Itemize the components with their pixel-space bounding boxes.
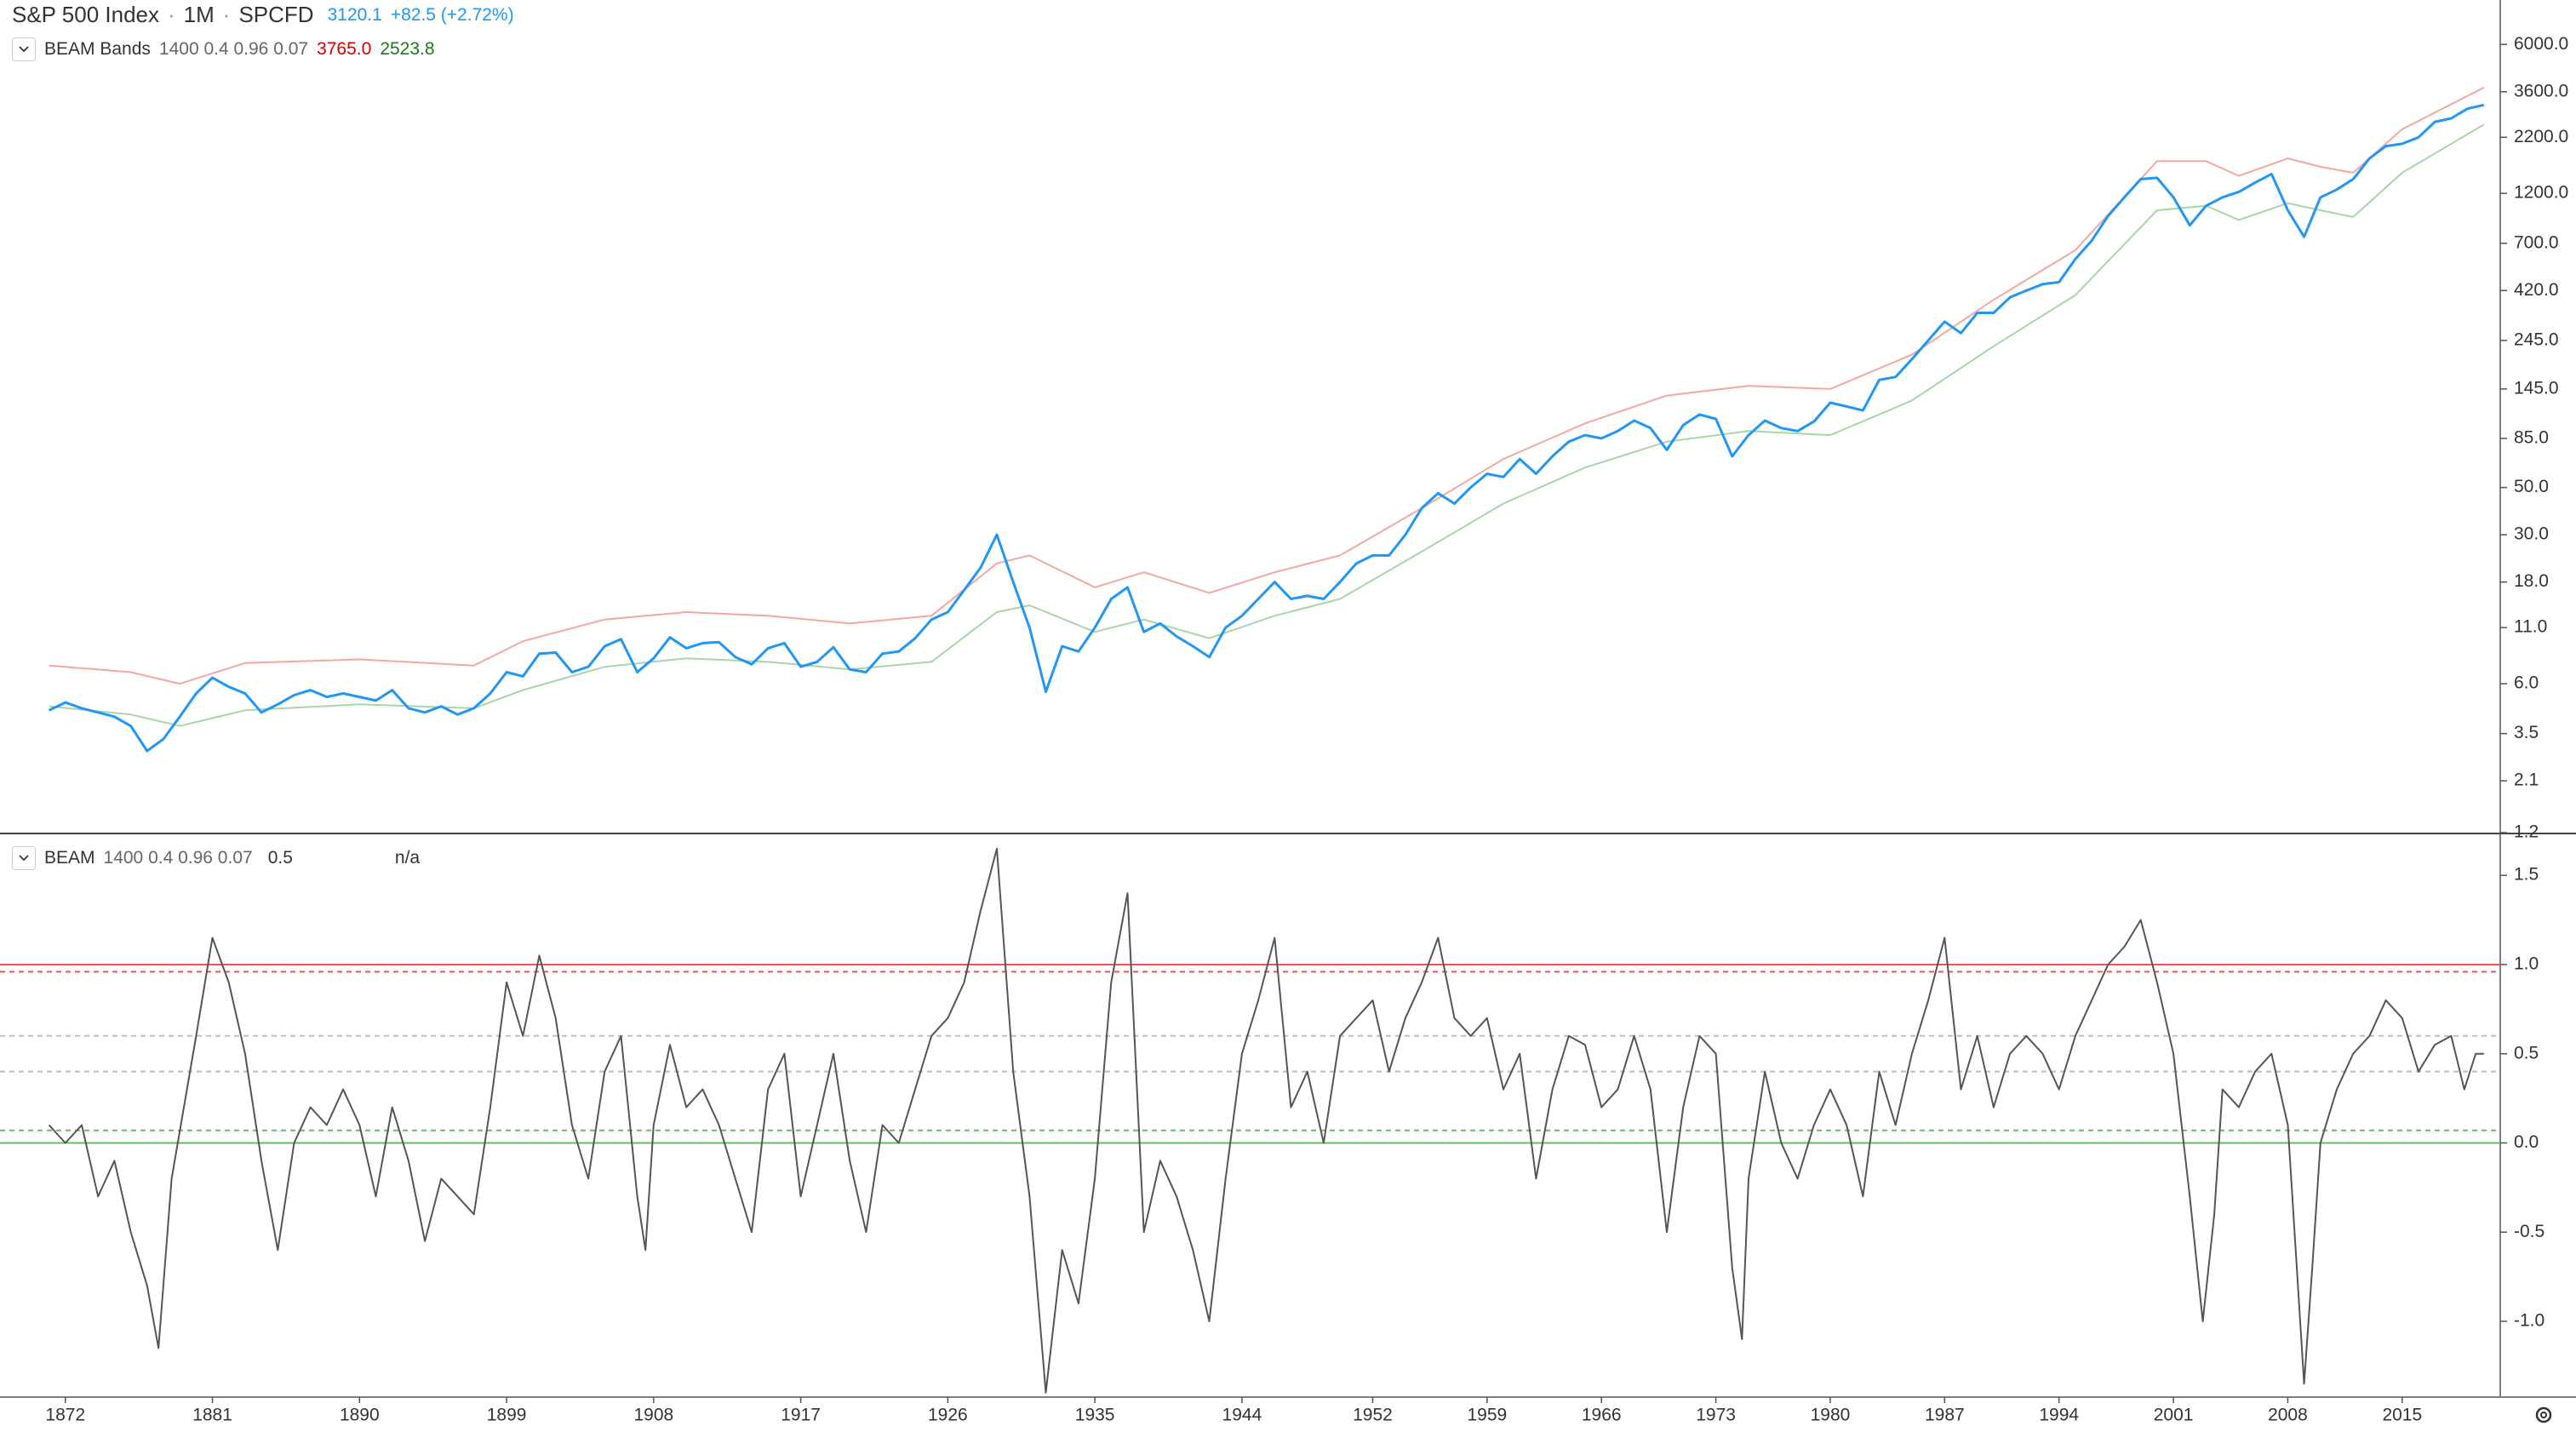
settings-icon[interactable] <box>2535 1406 2552 1423</box>
y-tick-label: 2200.0 <box>2514 127 2568 146</box>
y-tick-label: 3600.0 <box>2514 81 2568 100</box>
indicator-name: BEAM <box>44 848 95 868</box>
plot-area <box>0 847 2500 1394</box>
price-change: +82.5 (+2.72%) <box>390 4 514 25</box>
x-tick-label: 1959 <box>1467 1406 1507 1425</box>
symbol: S&P 500 Index <box>12 2 159 27</box>
series-line <box>49 123 2485 727</box>
y-tick-label: -0.5 <box>2514 1222 2545 1241</box>
y-tick-label: 2.1 <box>2514 770 2539 790</box>
beam-legend: BEAM 1400 0.4 0.96 0.07 0.5 n/a <box>12 846 420 870</box>
y-tick-label: 6.0 <box>2514 673 2539 693</box>
collapse-button[interactable] <box>12 37 36 61</box>
y-tick-label: 30.0 <box>2514 524 2549 544</box>
y-tick-label: 85.0 <box>2514 427 2549 447</box>
series-line <box>48 103 2485 753</box>
x-tick-label: 1926 <box>928 1406 968 1425</box>
separator: · <box>222 2 231 27</box>
x-tick-label: 1872 <box>45 1406 85 1425</box>
x-tick-label: 1994 <box>2039 1406 2079 1425</box>
y-tick-label: 420.0 <box>2514 280 2559 300</box>
plot-area <box>48 87 2485 753</box>
y-tick-label: 0.5 <box>2514 1043 2539 1063</box>
collapse-button[interactable] <box>12 846 36 870</box>
x-tick-label: 1973 <box>1696 1406 1736 1425</box>
x-tick-label: 1908 <box>633 1406 673 1425</box>
y-tick-label: 18.0 <box>2514 571 2549 591</box>
y-tick-label: 50.0 <box>2514 477 2549 496</box>
last-price: 3120.1 <box>327 4 382 25</box>
x-tick-label: 1899 <box>487 1406 527 1425</box>
y-tick-label: 1.5 <box>2514 865 2539 885</box>
y-tick-label: -1.0 <box>2514 1311 2545 1331</box>
x-tick-label: 1980 <box>1811 1406 1851 1425</box>
x-tick-label: 1952 <box>1353 1406 1393 1425</box>
y-tick-label: 145.0 <box>2514 378 2559 398</box>
x-tick-label: 1966 <box>1582 1406 1622 1425</box>
upper-value: 3765.0 <box>317 39 372 59</box>
interval[interactable]: 1M <box>183 2 215 27</box>
x-tick-label: 2008 <box>2268 1406 2308 1425</box>
y-tick-label: 1.2 <box>2514 822 2539 842</box>
x-tick-label: 1935 <box>1075 1406 1115 1425</box>
series-line <box>48 847 2484 1394</box>
y-tick-label: 1.0 <box>2514 954 2539 973</box>
y-tick-label: 3.5 <box>2514 723 2539 742</box>
y-tick-label: 1200.0 <box>2514 183 2568 203</box>
y-tick-label: 11.0 <box>2514 617 2547 637</box>
y-tick-label: 0.0 <box>2514 1132 2539 1152</box>
y-tick-label: 700.0 <box>2514 232 2559 252</box>
lower-value: 2523.8 <box>380 39 435 59</box>
indicator-params: 1400 0.4 0.96 0.07 <box>158 39 309 59</box>
bands-legend: BEAM Bands 1400 0.4 0.96 0.07 3765.0 252… <box>12 37 435 61</box>
indicator-extra: n/a <box>394 848 421 868</box>
y-tick-label: 6000.0 <box>2514 34 2568 54</box>
x-tick-label: 2001 <box>2154 1406 2194 1425</box>
x-tick-label: 1881 <box>192 1406 232 1425</box>
x-tick-label: 2015 <box>2382 1406 2422 1425</box>
indicator-value: 0.5 <box>267 848 293 868</box>
indicator-name: BEAM Bands <box>44 39 151 59</box>
separator: · <box>168 2 175 27</box>
symbol-legend: S&P 500 Index · 1M · SPCFD 3120.1 +82.5 … <box>12 2 514 28</box>
y-tick-label: 245.0 <box>2514 329 2559 349</box>
x-tick-label: 1987 <box>1925 1406 1965 1425</box>
indicator-params: 1400 0.4 0.96 0.07 <box>103 848 253 868</box>
series-line <box>49 87 2485 685</box>
x-tick-label: 1944 <box>1222 1406 1262 1425</box>
exchange: SPCFD <box>238 2 314 27</box>
x-tick-label: 1890 <box>340 1406 380 1425</box>
x-tick-label: 1917 <box>781 1406 821 1425</box>
